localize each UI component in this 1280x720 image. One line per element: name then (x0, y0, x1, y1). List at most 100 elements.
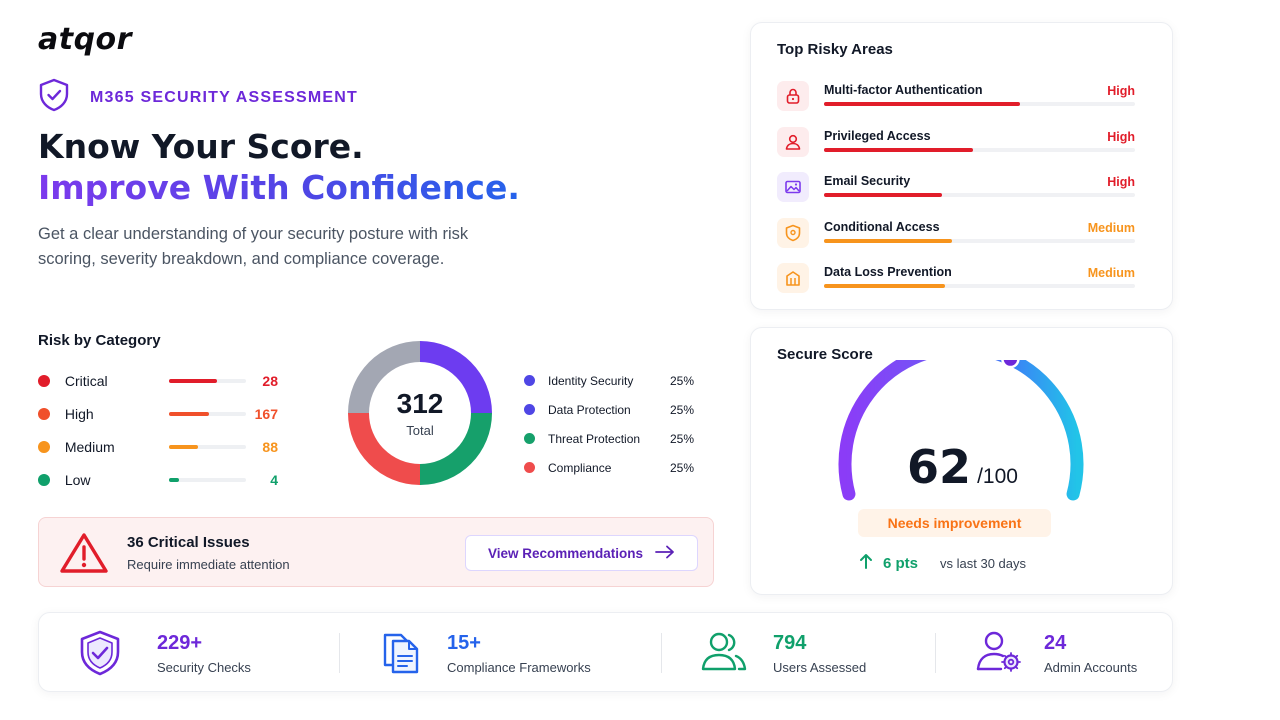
stat-divider (935, 633, 936, 673)
page-description: Get a clear understanding of your securi… (38, 225, 469, 268)
risk-bar (169, 378, 247, 383)
risk-bar-fill (169, 477, 179, 482)
assessment-kicker-title: M365 SECURITY ASSESSMENT (90, 88, 358, 106)
stat-value: 229+ (157, 632, 203, 654)
risky-area-severity: Medium (1087, 266, 1135, 280)
stat-users-assessed: 794 Users Assessed (661, 613, 935, 693)
score-max: /100 (977, 465, 1018, 488)
risk-bar-fill (169, 411, 210, 416)
risky-area-label: Multi-factor Authentication (824, 83, 983, 97)
stat-value: 24 (1044, 632, 1067, 654)
stat-divider (339, 633, 340, 673)
gauge-arc (838, 360, 1084, 501)
risky-area-bar-fill (824, 284, 946, 288)
risky-area-bar-fill (824, 238, 952, 243)
stat-security-checks: 229+ Security Checks (39, 613, 339, 693)
donut-center: 312 Total (334, 338, 506, 488)
stat-admin-accounts: 24 Admin Accounts (935, 613, 1173, 693)
top-risky-areas-card: Top Risky Areas Multi-factor Authenticat… (750, 22, 1173, 310)
legend-label: Threat Protection (548, 431, 641, 446)
risky-area-bar (824, 284, 1135, 288)
score-status-badge: Needs improvement (858, 509, 1051, 537)
risk-count: 88 (262, 438, 278, 455)
stat-label: Admin Accounts (1044, 660, 1138, 675)
legend-pct: 25% (670, 402, 695, 417)
risky-area-bar (824, 193, 1135, 197)
legend-dot (524, 433, 535, 444)
assessment-kicker: M365 SECURITY ASSESSMENT (38, 78, 358, 117)
risky-area-privileged-access[interactable]: Privileged Access High (777, 126, 1135, 173)
brand-logo: atqor (38, 22, 132, 57)
risky-area-bar (824, 102, 1135, 106)
risk-bar-fill (169, 444, 198, 449)
legend-pct: 25% (670, 373, 695, 388)
secure-score-title: Secure Score (777, 346, 873, 363)
risky-area-conditional-access[interactable]: Conditional Access Medium (777, 217, 1135, 264)
page-title-line1: Know Your Score. (38, 127, 364, 166)
donut-segment (420, 413, 492, 485)
risky-area-severity: High (1107, 175, 1135, 189)
donut-legend: Identity Security 25% Data Protection 25… (524, 366, 704, 482)
legend-dot (524, 462, 535, 473)
risk-row-high: High 167 (38, 397, 278, 430)
risky-area-mfa[interactable]: Multi-factor Authentication High (777, 81, 1135, 127)
risk-row-medium: Medium 88 (38, 430, 278, 463)
risky-area-email-security[interactable]: Email Security High (777, 172, 1135, 218)
legend-dot (524, 375, 535, 386)
warning-triangle-icon (59, 532, 109, 579)
stat-value: 794 (773, 632, 807, 654)
page-title: Know Your Score. Improve With Confidence… (38, 126, 520, 208)
donut-segment (348, 341, 420, 413)
risky-area-severity: Medium (1087, 220, 1135, 235)
view-recommendations-button[interactable]: View Recommendations (465, 535, 698, 571)
stat-compliance-frameworks: 15+ Compliance Frameworks (339, 613, 661, 693)
shield-icon (777, 217, 809, 248)
legend-item: Data Protection 25% (524, 395, 704, 424)
risk-by-category-list: Critical 28 High 167 Medium 88 Low 4 (38, 364, 278, 496)
risky-area-bar-fill (824, 102, 1020, 106)
risky-area-bar (824, 147, 1135, 152)
legend-item: Identity Security 25% (524, 366, 704, 395)
risk-bar-fill (169, 378, 218, 383)
risk-label: Medium (64, 438, 115, 455)
high-dot (38, 407, 50, 420)
risk-bar (169, 444, 247, 449)
user-icon (777, 126, 809, 157)
gauge-indicator (1001, 360, 1020, 369)
risk-count: 4 (270, 471, 278, 488)
score-delta: 6 pts vs last 30 days (859, 553, 1026, 574)
legend-label: Identity Security (548, 373, 634, 388)
legend-label: Data Protection (548, 402, 631, 417)
page-title-line2: Improve With Confidence. (38, 168, 520, 207)
risky-area-bar-fill (824, 193, 943, 197)
low-dot (38, 473, 50, 486)
risk-count: 167 (254, 405, 278, 422)
stat-value: 15+ (447, 632, 481, 654)
risky-area-bar-fill (824, 147, 974, 152)
shield-check-icon (38, 78, 70, 117)
risky-area-label: Privileged Access (824, 128, 931, 143)
arrow-up-icon (859, 553, 873, 574)
users-icon (699, 629, 749, 678)
risky-area-data-loss-prevention[interactable]: Data Loss Prevention Medium (777, 263, 1135, 309)
risk-by-category-title: Risk by Category (38, 332, 161, 349)
donut-segment (420, 341, 492, 413)
donut-segment (348, 413, 420, 485)
category-donut-chart: 312 Total (334, 338, 506, 488)
risk-label: Low (64, 471, 91, 488)
alert-title: 36 Critical Issues (127, 534, 250, 551)
donut-svg (348, 341, 492, 485)
legend-item: Threat Protection 25% (524, 424, 704, 453)
risk-label: Critical (64, 372, 108, 389)
risk-label: High (64, 405, 94, 422)
score-number: 62 (907, 440, 972, 494)
stat-label: Compliance Frameworks (447, 660, 591, 675)
legend-pct: 25% (670, 460, 695, 475)
risky-areas-list: Multi-factor Authentication High Privile… (777, 81, 1135, 309)
legend-label: Compliance (548, 460, 612, 475)
risky-area-severity: High (1107, 129, 1135, 144)
risk-count: 28 (262, 372, 278, 389)
arrow-right-icon (655, 545, 675, 562)
stat-divider (661, 633, 662, 673)
secure-score-card: Secure Score 62/100 Needs improvement 6 … (750, 327, 1173, 595)
